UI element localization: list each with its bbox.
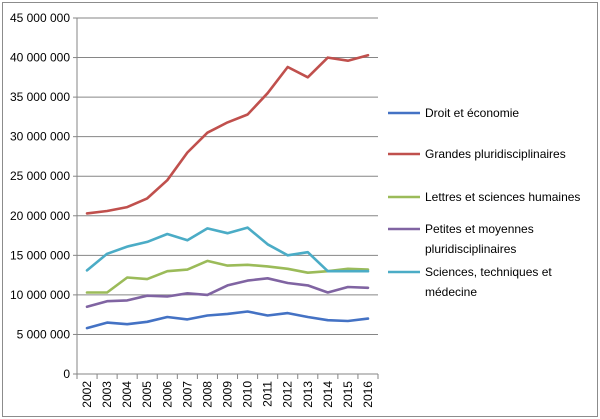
x-tick-label: 2005 [140,381,154,408]
x-tick-label: 2015 [341,381,355,408]
y-tick-label: 5 000 000 [17,327,71,341]
y-tick-label: 35 000 000 [10,90,70,104]
x-tick-label: 2006 [160,381,174,408]
y-tick-label: 10 000 000 [10,288,70,302]
y-tick-label: 15 000 000 [10,248,70,262]
x-tick-label: 2014 [321,381,335,408]
y-tick-label: 20 000 000 [10,209,70,223]
x-axis: 2002 2003 2004 2005 2006 2007 2008 2009 2010 2011… [76,373,379,408]
y-tick-label: 0 [63,367,70,381]
legend-label-1: Droit et économie [425,106,519,120]
series-line-1 [85,310,370,330]
y-axis: 0 5 000 000 10 000 000 15 000 000 20 000 000… [10,11,78,381]
legend-label-5: médecine [425,285,477,299]
legend-label-4: pluridisciplinaires [425,242,516,256]
legend-label-4: Petites et moyennes [425,222,534,236]
legend: Droit et économie Grandes pluridisciplina… [388,106,580,299]
x-tick-label: 2003 [100,381,114,408]
x-tick-label: 2013 [301,381,315,408]
x-tick-label: 2011 [261,381,275,407]
x-tick-label: 2012 [281,381,295,408]
x-tick-label: 2009 [221,381,235,408]
y-tick-label: 40 000 000 [10,51,70,65]
series-lines [85,53,370,330]
x-tick-label: 2016 [361,381,375,408]
y-tick-label: 45 000 000 [10,11,70,25]
legend-label-5: Sciences, techniques et [425,265,552,279]
x-tick-label: 2007 [180,381,194,408]
x-tick-label: 2004 [120,381,134,408]
y-tick-label: 30 000 000 [10,130,70,144]
series-line-3 [85,259,370,294]
series-line-5 [85,226,370,273]
x-tick-label: 2010 [241,381,255,408]
y-tick-label: 25 000 000 [10,169,70,183]
gridlines [77,17,378,335]
legend-label-3: Lettres et sciences humaines [425,190,580,204]
x-tick-label: 2002 [80,381,94,408]
series-line-2 [85,53,370,215]
legend-label-2: Grandes pluridisciplinaires [425,147,566,161]
x-tick-label: 2008 [200,381,214,408]
series-line-4 [85,276,370,309]
